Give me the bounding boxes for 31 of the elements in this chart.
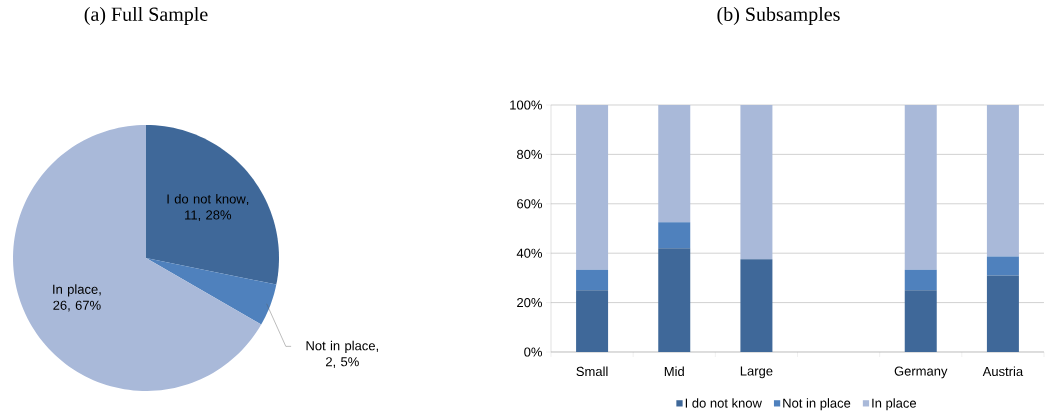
bar	[904, 269, 937, 291]
y-tick-label: 40%	[516, 248, 543, 258]
bar	[576, 269, 609, 291]
bar	[576, 104, 609, 270]
legend-label: Not in place	[783, 398, 851, 411]
bar	[576, 290, 609, 352]
bar	[740, 259, 773, 352]
bar	[986, 104, 1019, 257]
x-tick-label: Small	[576, 366, 608, 377]
legend-label: I do not know	[685, 398, 762, 408]
bar	[986, 275, 1019, 352]
x-tick-label: Large	[740, 366, 773, 379]
y-tick-label: 0%	[524, 347, 543, 357]
bar	[904, 290, 937, 352]
y-tick-label: 20%	[517, 297, 543, 308]
bar	[904, 104, 937, 270]
slice-label: I do not know	[167, 193, 246, 204]
bar	[986, 256, 1019, 276]
y-tick-label: 60%	[517, 199, 543, 209]
bar	[658, 222, 691, 249]
x-tick-label: Germany	[894, 366, 948, 379]
y-tick-label: 100%	[510, 100, 543, 110]
y-tick-label: 80%	[517, 149, 543, 159]
chart-title: (b) Subsamples	[717, 6, 840, 26]
legend-label: In place	[872, 398, 917, 411]
x-tick-label: Austria	[982, 366, 1024, 377]
bar	[740, 104, 773, 260]
bar	[658, 248, 691, 352]
bar	[658, 104, 691, 223]
chart-title: (a) Full Sample	[84, 6, 208, 26]
x-tick-label: Mid	[664, 366, 684, 377]
